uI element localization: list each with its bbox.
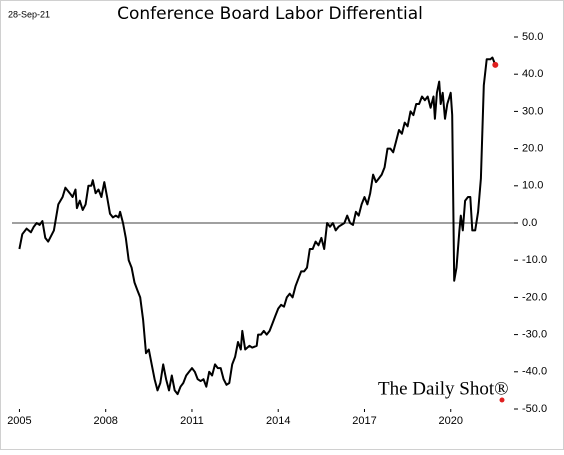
x-tick-label: 2020 bbox=[438, 415, 462, 427]
y-tick-label: -50.0 bbox=[522, 403, 547, 415]
end-marker bbox=[492, 61, 499, 68]
y-tick-label: 30.0 bbox=[522, 105, 543, 117]
x-tick-label: 2014 bbox=[266, 415, 290, 427]
watermark: The Daily Shot® bbox=[378, 378, 509, 399]
y-tick-label: 10.0 bbox=[522, 180, 543, 192]
watermark-dot bbox=[499, 397, 505, 403]
line bbox=[18, 56, 497, 396]
y-tick-label: 50.0 bbox=[522, 31, 543, 43]
y-tick-label: -20.0 bbox=[522, 291, 547, 303]
x-tick-label: 2011 bbox=[180, 415, 204, 427]
chart-title: Conference Board Labor Differential bbox=[117, 4, 423, 24]
y-tick-label: -10.0 bbox=[522, 254, 547, 266]
y-tick-label: -30.0 bbox=[522, 329, 547, 341]
y-tick-label: 0.0 bbox=[522, 217, 537, 229]
x-tick-label: 2017 bbox=[352, 415, 376, 427]
x-tick-label: 2005 bbox=[7, 415, 31, 427]
x-tick-label: 2008 bbox=[93, 415, 117, 427]
y-tick-label: 20.0 bbox=[522, 143, 543, 155]
y-tick-label: -40.0 bbox=[522, 366, 547, 378]
y-tick-label: 40.0 bbox=[522, 68, 543, 80]
date-label: 28-Sep-21 bbox=[8, 9, 50, 19]
